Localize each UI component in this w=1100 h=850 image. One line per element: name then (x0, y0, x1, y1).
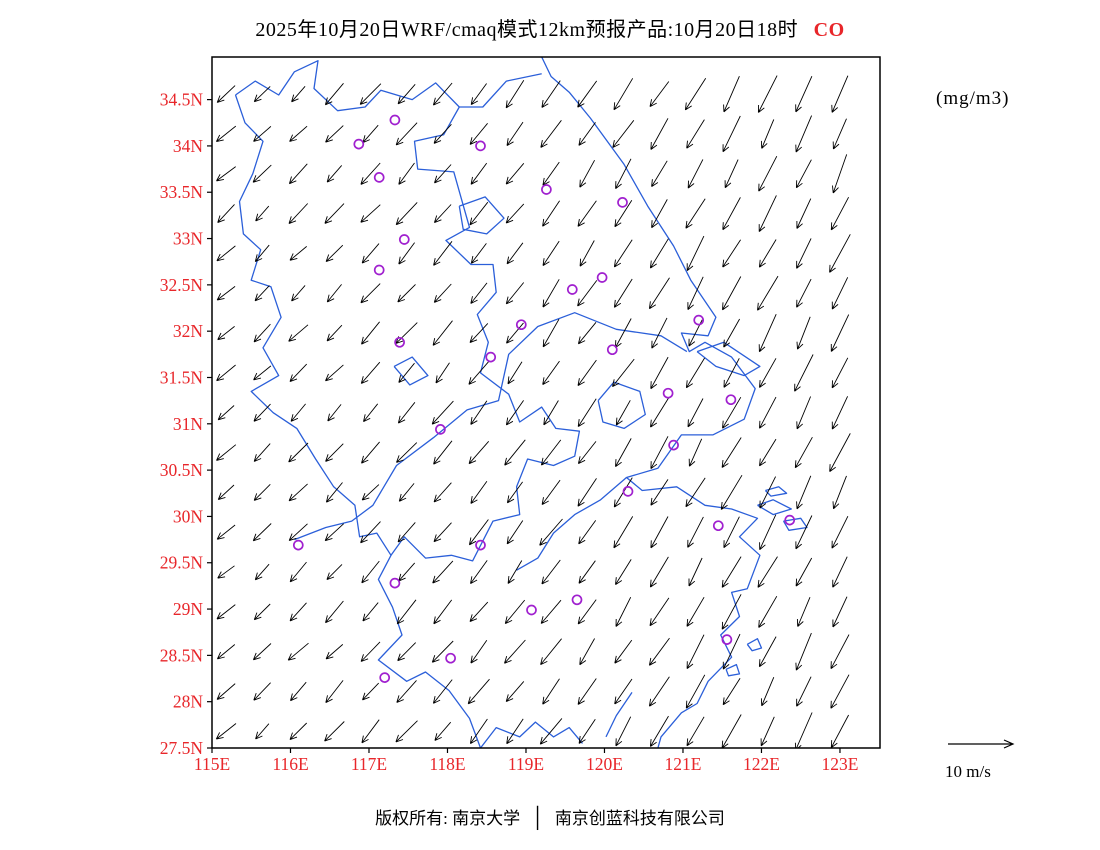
y-tick-label: 29N (173, 599, 204, 619)
station-marker (571, 594, 583, 606)
y-tick-label: 30.5N (160, 460, 204, 480)
units-label: (mg/m3) (936, 88, 1010, 109)
station-marker (566, 284, 578, 295)
y-tick-label: 34N (173, 136, 204, 156)
y-tick-label: 31N (173, 414, 204, 434)
y-tick-label: 32.5N (160, 275, 204, 295)
station-marker (662, 387, 674, 399)
reference-vector-label: 10 m/s (945, 762, 991, 781)
x-tick-label: 117E (351, 754, 387, 774)
station-marker (712, 520, 724, 532)
species-label: CO (813, 19, 845, 41)
y-tick-label: 33N (173, 229, 204, 249)
station-marker (693, 314, 705, 326)
x-tick-label: 115E (194, 754, 230, 774)
station-marker (725, 394, 737, 406)
basemap-boundary (516, 477, 627, 571)
station-marker (435, 424, 446, 435)
station-marker (353, 138, 365, 150)
x-tick-label: 118E (429, 754, 465, 774)
station-marker (784, 514, 796, 526)
y-tick-label: 31.5N (160, 367, 204, 387)
y-tick-label: 29.5N (160, 553, 204, 573)
station-marker (292, 539, 304, 551)
basemap-boundary (757, 499, 792, 516)
basemap-boundary (479, 721, 583, 748)
station-marker (606, 344, 618, 356)
y-tick-label: 28.5N (160, 645, 204, 665)
basemap-boundary (235, 60, 542, 112)
basemap-boundary (605, 692, 633, 738)
y-tick-label: 32N (173, 321, 204, 341)
basemap-boundary (725, 663, 741, 677)
station-marker (394, 336, 405, 348)
y-tick-label: 34.5N (160, 90, 204, 110)
x-tick-label: 123E (821, 754, 858, 774)
x-tick-label: 116E (272, 754, 308, 774)
chart-title-text: 2025年10月20日WRF/cmaq模式12km预报产品:10月20日18时 (255, 19, 799, 41)
station-marker (721, 634, 733, 645)
station-marker (485, 351, 497, 363)
wind-arrows (215, 75, 851, 748)
station-marker (475, 140, 486, 152)
station-marker (515, 319, 527, 331)
copyright-footer: 版权所有: 南京大学 │ 南京创蓝科技有限公司 (0, 804, 1100, 830)
basemap-boundary (458, 196, 505, 235)
basemap-boundary (541, 57, 761, 748)
x-tick-label: 119E (508, 754, 544, 774)
plot-frame (211, 56, 881, 749)
station-marker (622, 486, 634, 497)
station-marker (389, 114, 401, 126)
station-marker (617, 197, 628, 208)
footer-owner: 版权所有: 南京大学 (375, 809, 521, 828)
chart-title: 2025年10月20日WRF/cmaq模式12km预报产品:10月20日18时 … (0, 13, 1100, 42)
station-marker (389, 577, 401, 589)
footer-company: 南京创蓝科技有限公司 (554, 809, 725, 828)
y-tick-label: 27.5N (160, 738, 204, 758)
y-tick-label: 28N (173, 692, 204, 712)
station-marker (541, 184, 552, 195)
station-marker (379, 672, 391, 683)
station-marker (596, 272, 608, 283)
basemap-boundary (390, 106, 581, 562)
station-marker (526, 604, 537, 616)
x-tick-label: 122E (743, 754, 780, 774)
basemap-boundary (234, 94, 482, 748)
x-tick-label: 121E (664, 754, 701, 774)
footer-separator: │ (530, 807, 545, 829)
x-tick-label: 120E (586, 754, 623, 774)
basemap-boundary (696, 341, 761, 377)
station-marker (373, 172, 385, 183)
station-marker (475, 539, 486, 551)
y-tick-label: 33.5N (160, 182, 204, 202)
basemap-boundary (393, 356, 429, 386)
station-marker (398, 234, 410, 245)
y-tick-label: 30N (173, 506, 204, 526)
station-marker (373, 264, 385, 276)
station-marker (668, 439, 679, 451)
basemap-boundary (294, 312, 688, 541)
station-marker (445, 652, 456, 664)
basemap-boundary (764, 486, 788, 497)
basemap-boundary (746, 638, 763, 652)
reference-vector-arrow-icon (948, 739, 1015, 749)
